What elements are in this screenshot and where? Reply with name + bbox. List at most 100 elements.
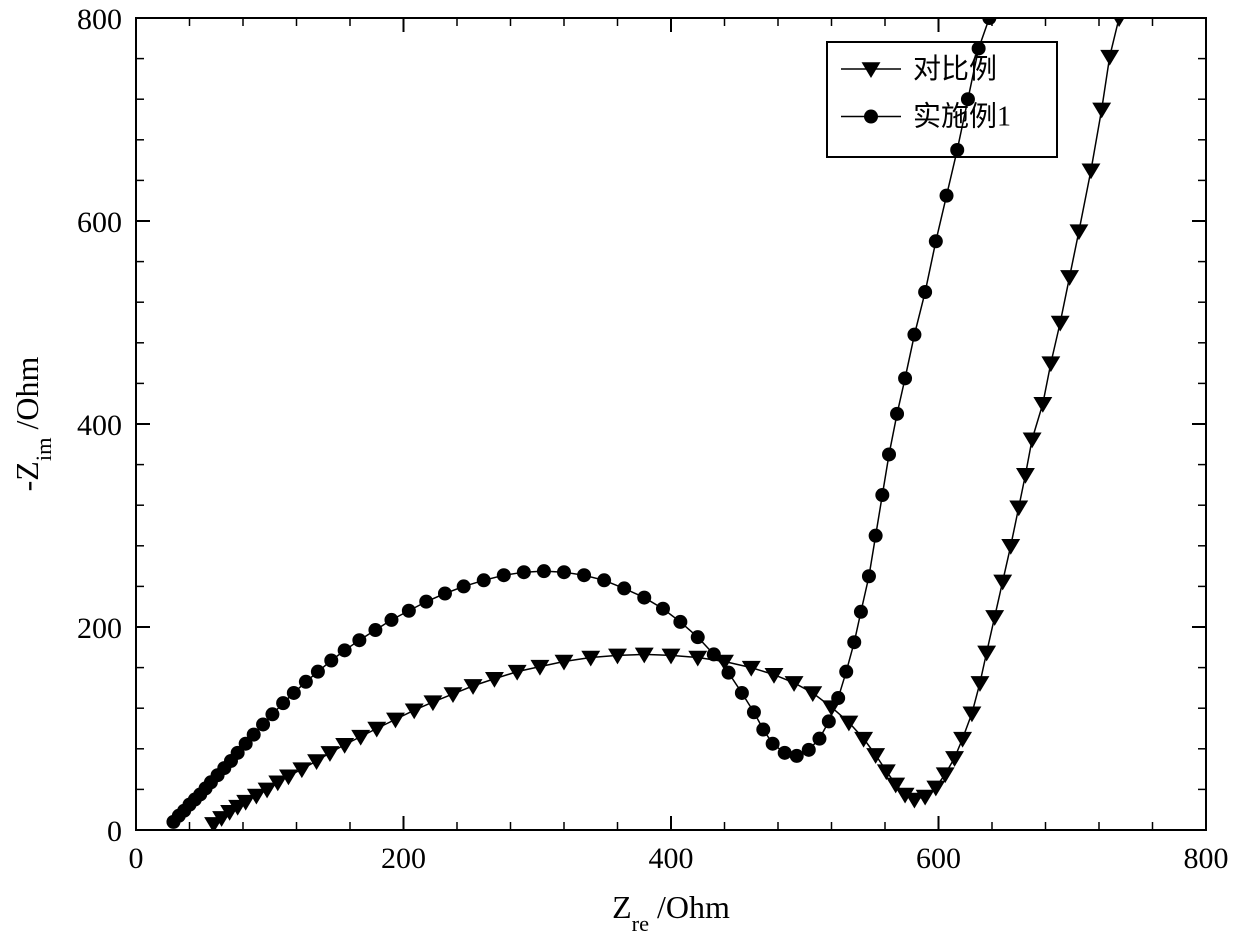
- circle-icon: [778, 746, 792, 760]
- circle-icon: [276, 696, 290, 710]
- triangle-down-icon: [785, 676, 804, 692]
- x-axis-label: Zre /Ohm: [612, 889, 730, 936]
- circle-icon: [898, 371, 912, 385]
- x-tick-label: 800: [1184, 842, 1229, 875]
- triangle-down-icon: [977, 646, 996, 662]
- circle-icon: [457, 579, 471, 593]
- triangle-down-icon: [485, 672, 504, 688]
- circle-icon: [477, 573, 491, 587]
- circle-icon: [384, 613, 398, 627]
- circle-icon: [869, 529, 883, 543]
- circle-icon: [875, 488, 889, 502]
- triangle-down-icon: [1051, 316, 1070, 332]
- x-tick-label: 600: [916, 842, 961, 875]
- legend-label: 实施例1: [913, 101, 1011, 133]
- triangle-down-icon: [1016, 468, 1035, 484]
- circle-icon: [311, 665, 325, 679]
- x-tick-label: 200: [381, 842, 426, 875]
- circle-icon: [890, 407, 904, 421]
- triangle-down-icon: [971, 676, 990, 692]
- triangle-down-icon: [1041, 356, 1060, 372]
- triangle-down-icon: [320, 746, 339, 762]
- circle-icon: [802, 743, 816, 757]
- circle-icon: [982, 11, 996, 25]
- circle-icon: [299, 675, 313, 689]
- circle-icon: [907, 328, 921, 342]
- y-tick-label: 600: [77, 206, 122, 239]
- series-line: [173, 18, 989, 822]
- circle-icon: [862, 569, 876, 583]
- triangle-down-icon: [335, 738, 354, 754]
- triangle-down-icon: [962, 707, 981, 723]
- triangle-down-icon: [945, 751, 964, 767]
- circle-icon: [537, 564, 551, 578]
- circle-icon: [338, 643, 352, 657]
- circle-icon: [918, 285, 932, 299]
- triangle-down-icon: [307, 754, 326, 770]
- circle-icon: [617, 581, 631, 595]
- circle-icon: [673, 615, 687, 629]
- triangle-down-icon: [386, 713, 405, 729]
- circle-icon: [352, 633, 366, 647]
- triangle-down-icon: [803, 686, 822, 702]
- triangle-down-icon: [866, 748, 885, 764]
- triangle-down-icon: [742, 661, 761, 677]
- circle-icon: [557, 565, 571, 579]
- triangle-down-icon: [765, 668, 784, 684]
- triangle-down-icon: [1100, 50, 1119, 66]
- circle-icon: [854, 605, 868, 619]
- triangle-down-icon: [1033, 397, 1052, 413]
- triangle-down-icon: [635, 648, 654, 664]
- x-tick-label: 0: [129, 842, 144, 875]
- circle-icon: [766, 737, 780, 751]
- circle-icon: [929, 234, 943, 248]
- triangle-down-icon: [464, 679, 483, 695]
- circle-icon: [882, 447, 896, 461]
- triangle-down-icon: [1060, 270, 1079, 286]
- y-tick-label: 400: [77, 409, 122, 442]
- circle-icon: [402, 604, 416, 618]
- y-tick-label: 200: [77, 612, 122, 645]
- circle-icon: [438, 587, 452, 601]
- series-对比例: [204, 11, 1128, 833]
- circle-icon: [368, 623, 382, 637]
- triangle-down-icon: [405, 703, 424, 719]
- circle-icon: [722, 666, 736, 680]
- triangle-down-icon: [423, 695, 442, 711]
- triangle-down-icon: [1023, 432, 1042, 448]
- triangle-down-icon: [862, 62, 881, 78]
- circle-icon: [597, 573, 611, 587]
- circle-icon: [497, 568, 511, 582]
- y-axis-label: -Zim /Ohm: [9, 357, 56, 492]
- triangle-down-icon: [351, 730, 370, 746]
- circle-icon: [950, 143, 964, 157]
- circle-icon: [287, 686, 301, 700]
- circle-icon: [419, 595, 433, 609]
- circle-icon: [812, 732, 826, 746]
- circle-icon: [831, 691, 845, 705]
- plot-frame: [136, 18, 1206, 830]
- circle-icon: [707, 647, 721, 661]
- circle-icon: [577, 568, 591, 582]
- x-tick-label: 400: [649, 842, 694, 875]
- circle-icon: [691, 630, 705, 644]
- y-tick-label: 0: [107, 815, 122, 848]
- triangle-down-icon: [508, 665, 527, 681]
- circle-icon: [324, 653, 338, 667]
- circle-icon: [656, 602, 670, 616]
- circle-icon: [735, 686, 749, 700]
- circle-icon: [637, 591, 651, 605]
- y-tick-label: 800: [77, 3, 122, 36]
- circle-icon: [790, 749, 804, 763]
- circle-icon: [940, 189, 954, 203]
- triangle-down-icon: [1009, 500, 1028, 516]
- circle-icon: [839, 665, 853, 679]
- triangle-down-icon: [1069, 224, 1088, 240]
- triangle-down-icon: [444, 687, 463, 703]
- circle-icon: [847, 635, 861, 649]
- triangle-down-icon: [1092, 103, 1111, 119]
- triangle-down-icon: [953, 732, 972, 748]
- circle-icon: [864, 110, 878, 124]
- triangle-down-icon: [854, 732, 873, 748]
- legend-label: 对比例: [913, 53, 997, 85]
